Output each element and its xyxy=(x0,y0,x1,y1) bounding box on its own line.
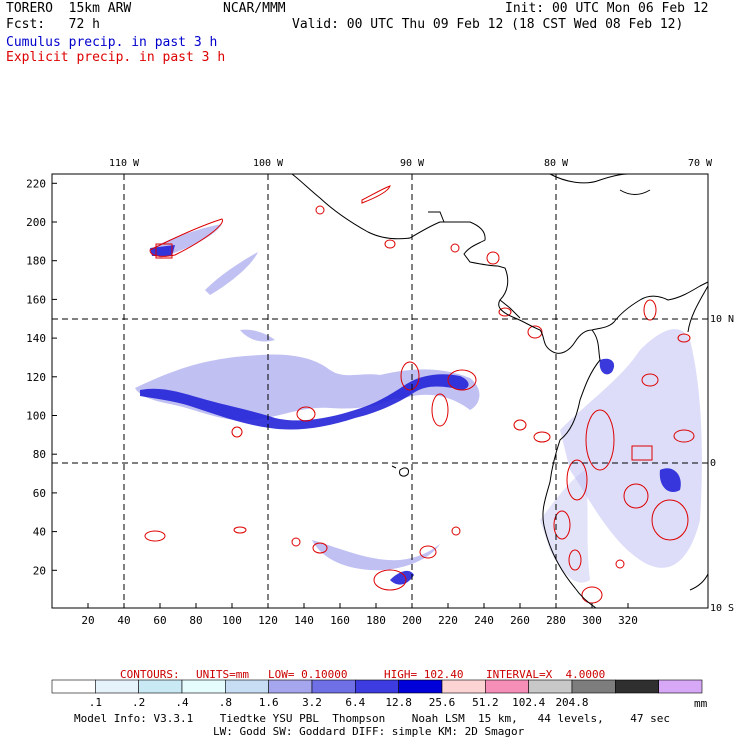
colorbar-label: 3.2 xyxy=(302,696,322,709)
colorbar-label: 1.6 xyxy=(259,696,279,709)
x-axis: 20 40 60 80 100 120 140 160 180 200 220 240 260 280 30… xyxy=(81,603,638,627)
model-title: TORERO 15km ARW xyxy=(6,1,132,16)
x-tick-label: 220 xyxy=(438,614,458,627)
x-tick-label: 40 xyxy=(117,614,130,627)
forecast-hour: Fcst: 72 h xyxy=(6,17,100,32)
contour-units: UNITS=mm xyxy=(196,668,249,681)
x-tick-label: 60 xyxy=(153,614,166,627)
longitude-label: 90 W xyxy=(400,158,425,169)
x-tick-label: 20 xyxy=(81,614,94,627)
colorbar-labels: .1 .2 .4 .8 1.6 3.2 6.4 12.8 25.6 51.2 102.4 204.8 xyxy=(89,696,589,709)
legend-cumulus: Cumulus precip. in past 3 h xyxy=(6,35,218,50)
y-tick-label: 20 xyxy=(33,564,46,577)
center-name: NCAR/MMM xyxy=(223,1,286,16)
contour-low: LOW= 0.10000 xyxy=(268,668,348,681)
y-tick-label: 80 xyxy=(33,448,46,461)
colorbar-label: .2 xyxy=(132,696,145,709)
x-tick-label: 80 xyxy=(189,614,202,627)
x-tick-label: 260 xyxy=(510,614,530,627)
physics-info: LW: Godd SW: Goddard DIFF: simple KM: 2D… xyxy=(213,725,525,738)
x-tick-label: 280 xyxy=(546,614,566,627)
y-tick-label: 40 xyxy=(33,526,46,539)
explicit-precip xyxy=(144,185,695,604)
x-tick-label: 140 xyxy=(294,614,314,627)
colorbar-label: 51.2 xyxy=(472,696,499,709)
x-tick-label: 180 xyxy=(366,614,386,627)
x-tick-label: 300 xyxy=(582,614,602,627)
valid-time: Valid: 00 UTC Thu 09 Feb 12 (18 CST Wed … xyxy=(292,17,684,32)
y-tick-label: 140 xyxy=(26,332,46,345)
colorbar-label: 102.4 xyxy=(512,696,545,709)
x-tick-label: 200 xyxy=(402,614,422,627)
legend-explicit: Explicit precip. in past 3 h xyxy=(6,50,226,65)
colorbar-swatch xyxy=(615,679,659,694)
y-tick-label: 180 xyxy=(26,255,46,268)
x-tick-label: 120 xyxy=(258,614,278,627)
map-frame xyxy=(51,173,709,609)
colorbar-label: 12.8 xyxy=(385,696,412,709)
longitude-label: 100 W xyxy=(253,158,284,169)
colorbar-label: 204.8 xyxy=(555,696,588,709)
colorbar-label: .4 xyxy=(175,696,189,709)
init-time: Init: 00 UTC Mon 06 Feb 12 xyxy=(505,1,709,16)
latitude-labels: 10 N 0 10 S xyxy=(710,314,734,614)
latitude-label: 0 xyxy=(710,458,716,469)
colorbar-label: 6.4 xyxy=(345,696,365,709)
longitude-label: 70 W xyxy=(688,158,713,169)
y-tick-label: 120 xyxy=(26,371,46,384)
longitude-label: 80 W xyxy=(544,158,569,169)
colorbar-label: 25.6 xyxy=(429,696,456,709)
y-tick-label: 60 xyxy=(33,487,46,500)
contour-high: HIGH= 102.40 xyxy=(384,668,464,681)
x-tick-label: 240 xyxy=(474,614,494,627)
contour-interval: INTERVAL=X 4.0000 xyxy=(486,668,606,681)
y-tick-label: 160 xyxy=(26,293,46,306)
latitude-label: 10 S xyxy=(710,603,734,614)
y-tick-label: 100 xyxy=(26,410,46,423)
x-tick-label: 320 xyxy=(618,614,638,627)
graticule xyxy=(52,174,708,608)
colorbar-unit: mm xyxy=(694,697,708,710)
y-tick-label: 220 xyxy=(26,177,46,190)
precip-fields xyxy=(135,185,702,604)
colorbar-label: .8 xyxy=(219,696,232,709)
contour-label: CONTOURS: xyxy=(120,668,180,681)
y-axis: 20 40 60 80 100 120 140 160 180 200 220 xyxy=(26,177,57,577)
x-tick-label: 100 xyxy=(222,614,242,627)
model-info: Model Info: V3.3.1 Tiedtke YSU PBL Thomp… xyxy=(74,712,671,725)
longitude-labels: 110 W 100 W 90 W 80 W 70 W xyxy=(109,158,713,169)
colorbar xyxy=(51,679,703,694)
colorbar-swatch xyxy=(658,679,703,694)
colorbar-swatch xyxy=(51,679,96,694)
colorbar-label: .1 xyxy=(89,696,102,709)
latitude-label: 10 N xyxy=(710,314,734,325)
y-tick-label: 200 xyxy=(26,216,46,229)
longitude-label: 110 W xyxy=(109,158,140,169)
x-tick-label: 160 xyxy=(330,614,350,627)
cumulus-precip xyxy=(135,224,702,583)
